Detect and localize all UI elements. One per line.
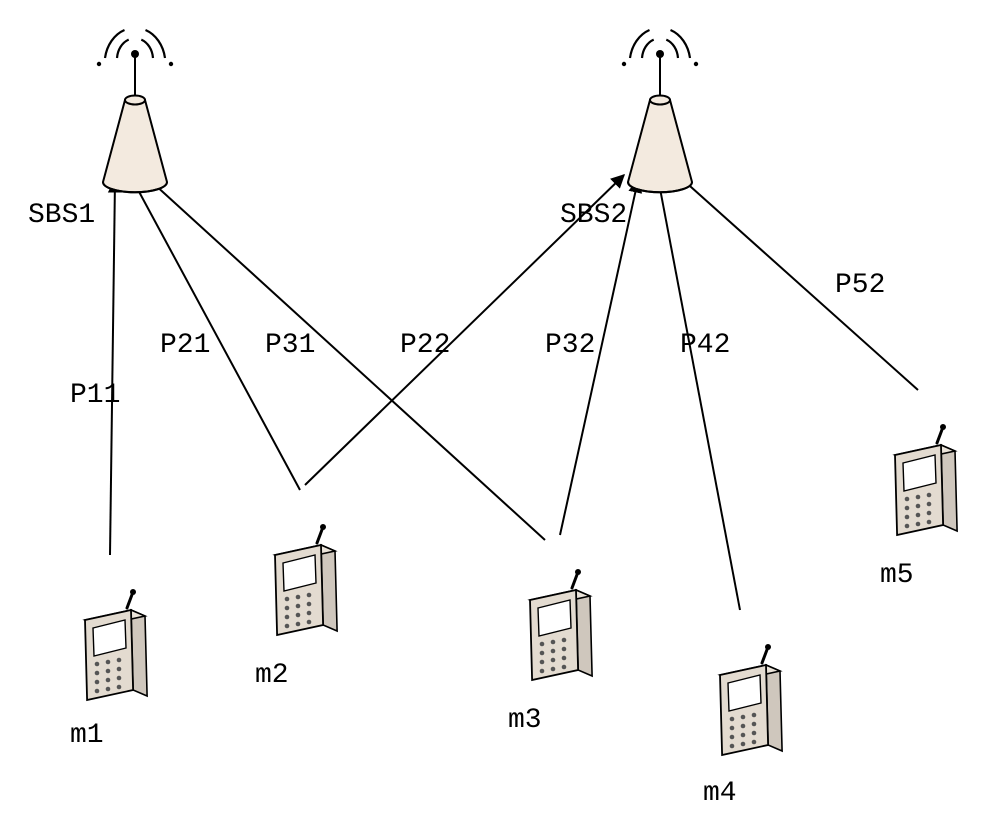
edge-label-P31: P31 [265,330,315,361]
edge-label-P42: P42 [680,330,730,361]
edge-label-P22: P22 [400,330,450,361]
mobile-label-m4: m4 [703,778,737,809]
mobile-m3 [530,569,592,680]
mobile-label-m1: m1 [70,720,104,751]
edge-label-P32: P32 [545,330,595,361]
edge-label-P21: P21 [160,330,210,361]
mobile-label-m2: m2 [255,660,289,691]
diagram-canvas: P11 P21 P31 P22 P32 P42 P52 SBS1 SBS2 m1 m2 m3 m4 m5 [0,0,1000,828]
mobile-label-m5: m5 [880,560,914,591]
bs-label-sbs1: SBS1 [28,200,95,231]
bs-label-sbs2: SBS2 [560,200,627,231]
mobile-m5 [895,424,957,535]
basestation-sbs1 [97,30,173,192]
diagram-svg [0,0,1000,828]
mobile-m2 [275,524,337,635]
basestation-sbs2 [622,30,698,192]
mobile-m1 [85,589,147,700]
edge-label-P52: P52 [835,270,885,301]
mobile-label-m3: m3 [508,705,542,736]
edge-label-P11: P11 [70,380,120,411]
mobile-m4 [720,644,782,755]
